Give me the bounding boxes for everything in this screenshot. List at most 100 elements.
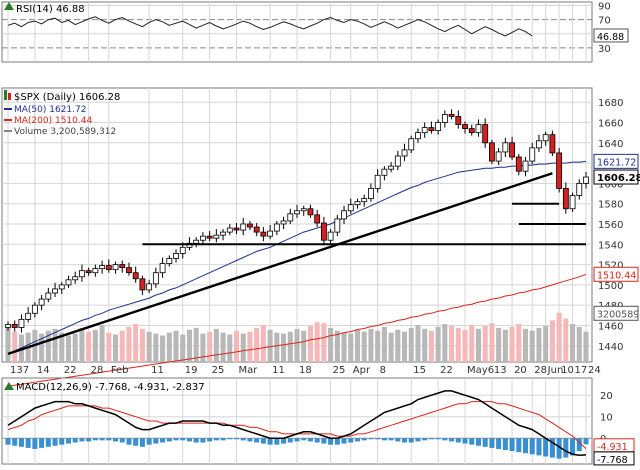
macd-histogram-bar <box>375 438 381 440</box>
candle-body <box>5 324 11 328</box>
price-candle <box>65 275 72 288</box>
volume-bar <box>12 331 18 362</box>
price-value-labels: 1621.72 1606.28 1510.44 3200589 <box>593 153 640 321</box>
macd-histogram-bar <box>307 438 313 442</box>
price-candle <box>536 134 542 152</box>
volume-bar <box>375 330 381 362</box>
macd-histogram-bar <box>368 438 374 440</box>
macd-histogram-bar <box>415 438 421 442</box>
volume-bar <box>113 334 119 362</box>
candle-body <box>562 188 569 210</box>
macd-histogram-bar <box>462 438 468 444</box>
volume-bar <box>126 326 132 362</box>
price-candle <box>58 281 65 295</box>
candle-body <box>408 138 415 151</box>
price-value-label-text: 1510.44 <box>597 270 636 281</box>
macd-histogram-bar <box>86 438 92 442</box>
price-candle <box>542 131 549 146</box>
macd-histogram-bar <box>220 438 226 441</box>
candle-body <box>173 253 179 259</box>
price-candle <box>173 249 179 263</box>
x-axis-label: 19 <box>185 365 198 376</box>
price-tick-label: 1680 <box>598 98 623 109</box>
x-axis-label: 25 <box>333 365 346 376</box>
macd-histogram-bar <box>65 438 72 444</box>
price-candle <box>347 198 354 214</box>
volume-bar <box>348 333 354 362</box>
candle-body <box>307 208 314 216</box>
x-axis-label: 25 <box>212 365 225 376</box>
price-candle <box>18 314 25 333</box>
candle-body <box>38 298 45 306</box>
price-tick-label: 1460 <box>598 321 623 332</box>
ma50-line <box>7 160 587 355</box>
x-axis-label: Feb <box>111 365 129 376</box>
price-tick-label: 1500 <box>598 281 623 292</box>
price-candle <box>334 214 341 237</box>
volume-bar <box>193 327 199 362</box>
candle-body <box>341 210 347 220</box>
price-candle <box>213 229 220 243</box>
macd-histogram-bar <box>549 438 555 458</box>
volume-bar <box>5 327 11 362</box>
price-candle <box>233 222 240 235</box>
bar-chart-icon <box>4 90 11 100</box>
volume-bar <box>563 318 569 362</box>
x-axis-label: Jun <box>547 365 564 376</box>
candle-body <box>206 235 213 239</box>
candle-body <box>213 234 220 239</box>
price-tick-label: 1520 <box>598 261 623 272</box>
x-axis-label: 15 <box>413 365 426 376</box>
price-candle <box>159 257 166 278</box>
macd-histogram-bar <box>113 438 119 442</box>
candle-body <box>542 134 549 142</box>
volume-bar <box>388 332 394 362</box>
volume-bar <box>381 326 387 362</box>
price-candle <box>11 320 18 332</box>
volume-bar <box>52 328 58 362</box>
volume-bar <box>65 335 72 362</box>
macd-histogram-bar <box>193 438 199 443</box>
trend-lines <box>7 172 586 356</box>
volume-bar <box>549 320 555 362</box>
candle-body <box>415 132 421 140</box>
macd-histogram-bar <box>274 438 280 445</box>
volume-bar <box>59 332 65 362</box>
rsi-gridlines <box>2 2 592 62</box>
triangle-up-icon <box>4 382 14 390</box>
x-axis-label: Mar <box>239 365 259 376</box>
ma200-line <box>7 273 587 387</box>
price-tick-label: 1660 <box>598 119 623 130</box>
volume-bar <box>435 326 441 362</box>
price-tick-label: 1580 <box>598 200 623 211</box>
legend-entry: MA(200) 1510.44 <box>14 116 92 126</box>
candle-body <box>549 134 556 154</box>
volume-bar <box>415 325 421 362</box>
macd-histogram-bar <box>213 438 219 441</box>
volume-bar <box>354 329 361 362</box>
macd-histogram-bar <box>516 438 522 453</box>
macd-histogram-bar <box>334 438 340 445</box>
price-candle <box>206 231 213 242</box>
candle-body <box>374 174 381 189</box>
volume-bar <box>428 330 434 362</box>
price-value-label: 3200589 <box>593 305 639 321</box>
price-tick-label: 1600 <box>598 179 623 190</box>
macd-histogram-bar <box>442 438 448 441</box>
macd-histogram-bar <box>133 438 139 446</box>
price-candle <box>468 124 475 136</box>
macd-value-label-text: -7.768 <box>597 455 628 466</box>
candle-body <box>448 113 455 117</box>
candle-body <box>462 124 468 129</box>
volume-bar <box>489 323 495 362</box>
candle-body <box>247 223 253 228</box>
macd-histogram-bar <box>207 438 213 442</box>
macd-histogram-bar <box>59 438 65 445</box>
price-candle <box>374 169 381 193</box>
candle-body <box>428 127 435 132</box>
rsi-tick-label: 70 <box>598 16 611 27</box>
price-candle <box>307 204 314 218</box>
x-axis-label: 24 <box>588 365 601 376</box>
macd-histogram-bar <box>341 438 347 444</box>
legend-entry: Volume 3,200,589,312 <box>14 127 116 137</box>
